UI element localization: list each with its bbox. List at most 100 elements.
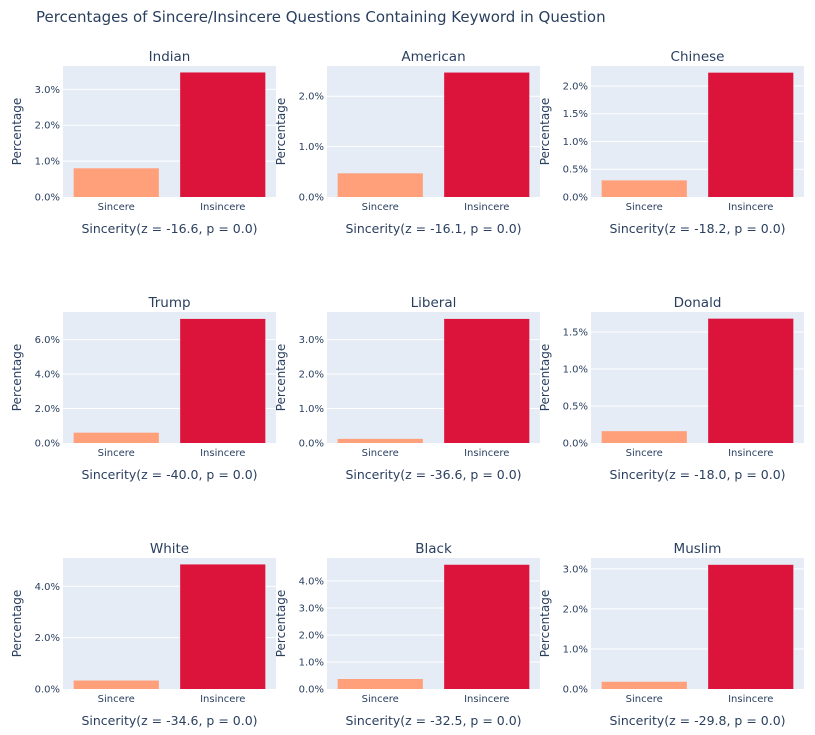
y-axis-title: Percentage [274,344,288,412]
y-axis-title: Percentage [538,98,552,166]
y-tick-label: 2.0% [299,370,324,381]
x-tick-label: Insincere [200,202,245,213]
y-axis-title: Percentage [274,98,288,166]
bar-sincere [601,431,687,443]
x-tick-label: Insincere [464,202,509,213]
y-axis-title: Percentage [10,344,24,412]
y-tick-label: 2.0% [35,404,60,415]
x-axis-title: Sincerity(z = -34.6, p = 0.0) [81,713,257,728]
y-tick-label: 1.0% [563,364,588,375]
y-tick-label: 0.0% [563,439,588,450]
y-axis-title: Percentage [538,344,552,412]
x-axis-title: Sincerity(z = -29.8, p = 0.0) [609,713,785,728]
x-tick-label: Insincere [728,448,773,459]
x-tick-label: Sincere [626,448,663,459]
x-axis-title: Sincerity(z = -16.1, p = 0.0) [345,221,521,236]
subplot-title: Chinese [671,49,725,65]
y-axis-title: Percentage [274,590,288,658]
x-axis-title: Sincerity(z = -18.2, p = 0.0) [609,221,785,236]
bar-sincere [601,681,687,689]
y-tick-label: 0.5% [563,401,588,412]
bar-insincere [444,564,530,689]
x-tick-label: Sincere [362,448,399,459]
y-tick-label: 0.0% [563,685,588,696]
y-tick-label: 0.0% [35,439,60,450]
bar-sincere [337,679,423,689]
bar-sincere [601,180,687,197]
y-tick-label: 0.0% [563,193,588,204]
subplot-title: Indian [149,49,191,65]
y-axis-title: Percentage [10,98,24,166]
y-tick-label: 1.5% [563,327,588,338]
y-tick-label: 2.0% [563,604,588,615]
y-tick-label: 3.0% [563,564,588,575]
bar-insincere [180,564,266,689]
x-tick-label: Insincere [464,694,509,705]
y-tick-label: 1.0% [299,657,324,668]
y-tick-label: 1.0% [299,404,324,415]
x-axis-title: Sincerity(z = -18.0, p = 0.0) [609,467,785,482]
bar-insincere [444,72,530,197]
bar-sincere [337,438,423,443]
y-tick-label: 0.0% [35,193,60,204]
x-axis-title: Sincerity(z = -40.0, p = 0.0) [81,467,257,482]
y-tick-label: 1.0% [563,137,588,148]
bar-insincere [180,72,266,197]
subplot-title: Black [415,541,452,557]
y-tick-label: 1.0% [35,157,60,168]
y-tick-label: 4.0% [299,576,324,587]
x-axis-title: Sincerity(z = -36.6, p = 0.0) [345,467,521,482]
y-tick-label: 0.0% [299,685,324,696]
chart-title: Percentages of Sincere/Insincere Questio… [36,8,606,26]
bar-sincere [73,432,159,443]
bar-sincere [337,173,423,197]
x-tick-label: Sincere [362,694,399,705]
x-tick-label: Sincere [98,448,135,459]
y-axis-title: Percentage [10,590,24,658]
x-tick-label: Insincere [728,202,773,213]
subplot-title: White [150,541,189,557]
y-tick-label: 2.0% [35,633,60,644]
subplot-title: Liberal [411,295,457,311]
x-tick-label: Insincere [728,694,773,705]
y-tick-label: 3.0% [299,603,324,614]
x-tick-label: Sincere [98,694,135,705]
subplot-title: Donald [674,295,722,311]
bar-insincere [180,318,266,443]
x-axis-title: Sincerity(z = -32.5, p = 0.0) [345,713,521,728]
y-tick-label: 2.0% [299,92,324,103]
y-tick-label: 0.0% [35,685,60,696]
y-tick-label: 0.0% [299,193,324,204]
x-tick-label: Sincere [626,694,663,705]
x-tick-label: Insincere [200,448,245,459]
x-tick-label: Sincere [626,202,663,213]
y-tick-label: 1.0% [563,644,588,655]
y-tick-label: 3.0% [299,335,324,346]
bar-sincere [73,680,159,689]
y-tick-label: 6.0% [35,335,60,346]
bar-insincere [708,72,794,197]
y-axis-title: Percentage [538,590,552,658]
y-tick-label: 3.0% [35,85,60,96]
y-tick-label: 1.5% [563,109,588,120]
bar-sincere [73,168,159,197]
bar-insincere [708,564,794,689]
y-tick-label: 0.0% [299,439,324,450]
y-tick-label: 4.0% [35,370,60,381]
x-axis-title: Sincerity(z = -16.6, p = 0.0) [81,221,257,236]
x-tick-label: Sincere [362,202,399,213]
y-tick-label: 0.5% [563,165,588,176]
subplot-title: Muslim [674,541,722,557]
subplot-title: Trump [147,295,190,311]
y-tick-label: 2.0% [299,630,324,641]
bar-insincere [444,318,530,443]
y-tick-label: 2.0% [35,121,60,132]
x-tick-label: Insincere [200,694,245,705]
y-tick-label: 1.0% [299,142,324,153]
y-tick-label: 4.0% [35,582,60,593]
subplot-title: American [401,49,465,65]
bar-insincere [708,318,794,443]
x-tick-label: Sincere [98,202,135,213]
y-tick-label: 2.0% [563,81,588,92]
